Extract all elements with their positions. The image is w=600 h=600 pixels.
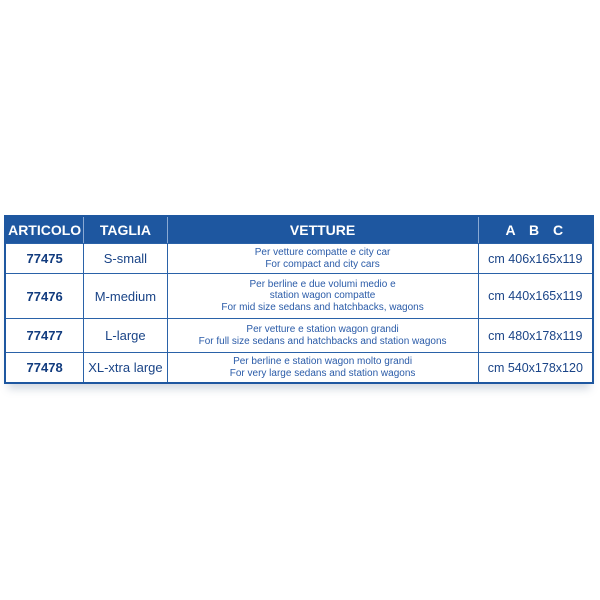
vehicle-description: Per vetture compatte e city car For comp…: [167, 243, 479, 273]
col-header-abc: A B C: [478, 217, 592, 243]
header-row: ARTICOLO TAGLIA VETTURE A B C: [6, 217, 592, 243]
table-body: 77475 S-small Per vetture compatte e cit…: [6, 243, 592, 382]
description-line-en: For full size sedans and hatchbacks and …: [198, 335, 447, 347]
description-line-it: Per vetture compatte e city car: [254, 247, 391, 258]
table-header: ARTICOLO TAGLIA VETTURE A B C: [6, 217, 592, 243]
description-line-it: Per berline e due volumi medio e: [249, 278, 396, 290]
size-label: XL-xtra large: [84, 352, 168, 382]
description-line-en: For very large sedans and station wagons: [229, 367, 416, 379]
article-number: 77477: [6, 318, 85, 352]
table-row: 77476 M-medium Per berline e due volumi …: [6, 273, 592, 318]
size-label: M-medium: [84, 273, 168, 318]
description-line-it-2: station wagon compatte: [269, 290, 376, 302]
dimensions-value: cm 440x165x119: [478, 273, 592, 318]
description-line-en: For mid size sedans and hatchbacks, wago…: [221, 301, 424, 313]
article-number: 77476: [6, 273, 85, 318]
vehicle-description: Per berline e due volumi medio e station…: [167, 273, 479, 318]
vehicle-description: Per vetture e station wagon grandi For f…: [167, 318, 479, 352]
col-header-articolo: ARTICOLO: [6, 217, 85, 243]
size-label: L-large: [84, 318, 168, 352]
article-number: 77478: [6, 352, 85, 382]
article-number: 77475: [6, 243, 85, 273]
product-size-table: ARTICOLO TAGLIA VETTURE A B C 77475 S-sm…: [4, 215, 594, 384]
dimensions-value: cm 406x165x119: [478, 243, 592, 273]
description-line-it: Per vetture e station wagon grandi: [246, 324, 399, 335]
dimensions-value: cm 540x178x120: [478, 352, 592, 382]
dimensions-value: cm 480x178x119: [478, 318, 592, 352]
col-header-taglia: TAGLIA: [84, 217, 168, 243]
table-row: 77475 S-small Per vetture compatte e cit…: [6, 243, 592, 273]
description-line-en: For compact and city cars: [265, 258, 380, 270]
col-header-vetture: VETTURE: [167, 217, 479, 243]
size-label: S-small: [84, 243, 168, 273]
description-line-it: Per berline e station wagon molto grandi: [233, 356, 413, 367]
table-row: 77478 XL-xtra large Per berline e statio…: [6, 352, 592, 382]
vehicle-description: Per berline e station wagon molto grandi…: [167, 352, 479, 382]
table-row: 77477 L-large Per vetture e station wago…: [6, 318, 592, 352]
